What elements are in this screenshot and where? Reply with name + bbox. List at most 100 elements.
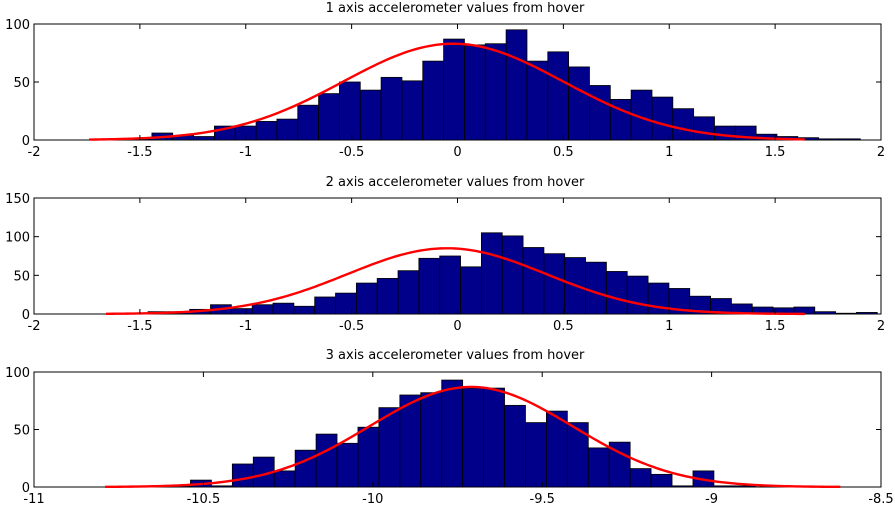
histogram-bar (525, 422, 547, 488)
x-tick-label: 2 (877, 145, 885, 160)
histogram-bar (651, 96, 674, 141)
x-tick-label: -1.5 (127, 145, 152, 160)
histogram-bar (251, 304, 274, 315)
histogram-bar (441, 379, 464, 488)
y-tick-label: 100 (5, 18, 30, 33)
histogram-bar (315, 433, 338, 488)
histogram-bar (566, 422, 589, 488)
subplot-3: 3 axis accelerometer values from hover -… (5, 348, 894, 507)
y-tick-label: 0 (22, 308, 30, 323)
subplot-2: 2 axis accelerometer values from hover -… (5, 175, 885, 334)
x-tick-label: -10.5 (187, 492, 221, 507)
x-tick-label: -11 (23, 492, 44, 507)
histogram-bar (380, 76, 403, 141)
histogram-bar (297, 104, 320, 141)
histogram-bar (606, 271, 628, 315)
x-tick-label: 0.5 (553, 319, 574, 334)
histogram-bar (231, 463, 254, 488)
histogram-bar (314, 296, 336, 315)
x-tick-label: 1 (665, 145, 673, 160)
histogram-bar (734, 485, 757, 488)
histogram-bar (714, 125, 736, 141)
histogram-bar (210, 485, 233, 488)
histogram-bar (335, 292, 357, 315)
y-tick-label: 0 (22, 134, 30, 149)
x-tick-label: -1.5 (127, 319, 152, 334)
histogram-bar (193, 136, 215, 141)
histogram-bar (501, 235, 524, 315)
x-tick-label: 1.5 (765, 145, 786, 160)
histogram-bar (839, 138, 861, 141)
histogram-bar (835, 312, 857, 315)
y-tick-label: 50 (13, 76, 30, 91)
histogram-bar (589, 85, 611, 141)
histogram-bar (464, 44, 486, 141)
x-tick-label: -9.5 (530, 492, 555, 507)
histogram-bar (818, 138, 840, 141)
x-tick-label: -10 (362, 492, 383, 507)
plot-area-1: -2 -1.5 -1 -0.5 0 0.5 1 1.5 2 0 50 100 (5, 18, 885, 160)
histogram-bar (713, 485, 736, 488)
histogram-bar (505, 29, 528, 141)
x-tick-label: -0.5 (339, 145, 364, 160)
histogram-bar (272, 302, 295, 315)
subplot-1: 1 axis accelerometer values from hover -… (5, 1, 885, 160)
x-tick-label: 0 (453, 145, 461, 160)
histogram-bar (647, 282, 670, 315)
histogram-bar (483, 387, 505, 488)
normal-fit-curve (105, 247, 805, 316)
histogram-bar (585, 261, 607, 315)
x-tick-label: -1 (239, 145, 252, 160)
histogram-bar (626, 275, 649, 315)
histogram-bar (318, 93, 340, 141)
x-tick-label: 1.5 (765, 319, 786, 334)
subplot-title-1: 1 axis accelerometer values from hover (326, 1, 585, 16)
x-tick-label: 1 (665, 319, 673, 334)
y-tick-label: 0 (22, 481, 30, 496)
histogram-bar (294, 449, 317, 488)
histogram-bar (547, 51, 570, 141)
histogram-bar (522, 247, 545, 315)
histogram-bar (420, 392, 443, 488)
histogram-bar (629, 468, 652, 488)
histogram-bar (439, 255, 461, 315)
histogram-bar (339, 81, 361, 141)
histogram-bar (230, 308, 253, 315)
histogram-bar (814, 311, 837, 315)
histogram-bar (276, 118, 299, 141)
histogram-bar (359, 89, 382, 141)
histogram-bar (418, 257, 441, 315)
histogram-bar (587, 447, 610, 488)
histogram-bar (672, 108, 695, 141)
histogram-bar (693, 116, 715, 141)
x-tick-label: 0.5 (553, 145, 574, 160)
histogram-bar (401, 80, 424, 141)
histogram-bar (376, 278, 399, 315)
histogram-bar (397, 270, 420, 315)
y-tick-label: 100 (5, 366, 30, 381)
histogram-bar (484, 43, 507, 141)
x-tick-label: -2 (28, 145, 41, 160)
histogram-bar (399, 394, 422, 488)
x-tick-label: -2 (28, 319, 41, 334)
histogram-bar (462, 387, 484, 488)
histogram-bar (357, 426, 380, 488)
histogram-bar (504, 404, 526, 488)
x-tick-label: -8.5 (868, 492, 893, 507)
histogram-bar (856, 312, 878, 315)
histogram-bar (422, 60, 445, 141)
subplot-title-2: 2 axis accelerometer values from hover (326, 175, 585, 190)
subplot-title-3: 3 axis accelerometer values from hover (326, 348, 585, 363)
histogram-bar (293, 305, 316, 315)
x-tick-label: -0.5 (339, 319, 364, 334)
histogram-bar (355, 282, 378, 315)
histogram-bar (336, 442, 359, 488)
normal-fit-curve (89, 42, 805, 141)
histogram-bar (568, 66, 590, 141)
y-tick-label: 50 (13, 269, 30, 284)
histogram-bar (255, 121, 278, 141)
x-tick-label: 2 (877, 319, 885, 334)
x-tick-label: -9 (705, 492, 718, 507)
histogram-bar (608, 441, 631, 488)
